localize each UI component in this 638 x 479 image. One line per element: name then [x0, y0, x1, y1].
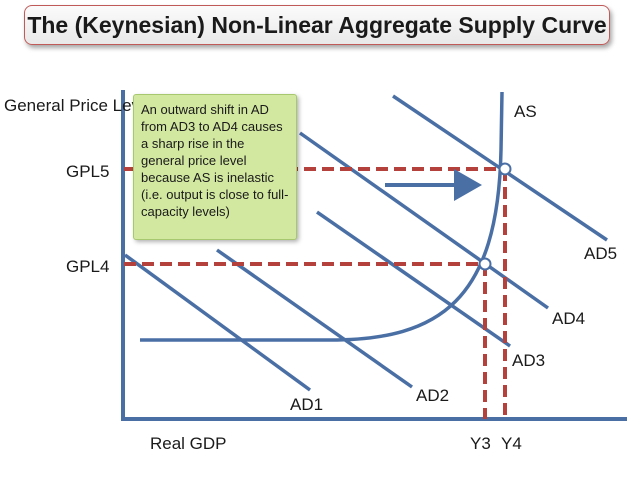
equilibrium-point-ad4	[498, 162, 512, 176]
ad2-curve	[215, 248, 414, 389]
gpl4-label: GPL4	[66, 257, 110, 276]
ad3-label: AD3	[512, 351, 546, 370]
as-label: AS	[514, 102, 537, 121]
explanation-callout: An outward shift in AD from AD3 to AD4 c…	[133, 94, 297, 240]
diagram-title: The (Keynesian) Non-Linear Aggregate Sup…	[24, 5, 610, 45]
as-curve	[140, 91, 504, 342]
y4-label: Y4	[501, 434, 522, 453]
ad5-label: AD5	[584, 244, 618, 263]
ad4-label: AD4	[552, 309, 586, 328]
y3-label: Y3	[470, 434, 491, 453]
ad3-curve	[316, 210, 511, 348]
y-axis-label: General Price Level	[4, 96, 154, 115]
ad4-curve	[298, 131, 550, 310]
gpl5-label: GPL5	[66, 162, 110, 181]
ad1-label: AD1	[290, 395, 324, 414]
ad1-curve	[123, 253, 312, 392]
x-axis-label: Real GDP	[150, 434, 227, 453]
equilibrium-point-ad3	[478, 257, 492, 271]
ad2-label: AD2	[416, 386, 450, 405]
